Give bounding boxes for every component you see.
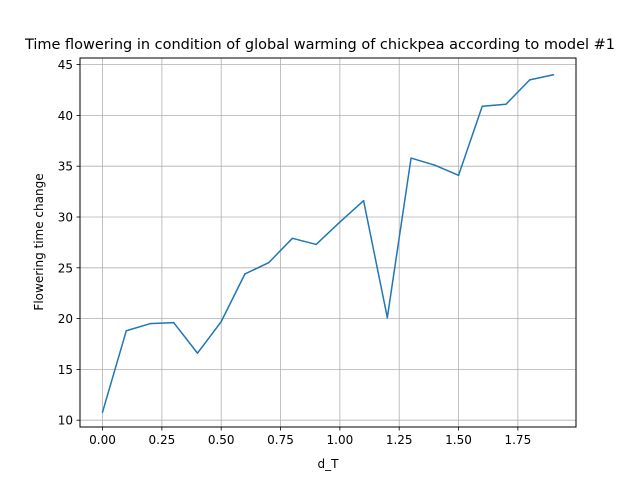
series-line	[101, 74, 554, 413]
x-tick-label: 1.50	[445, 433, 472, 447]
data-point	[244, 273, 246, 275]
x-tick-label: 1.25	[386, 433, 413, 447]
data-point	[220, 320, 222, 323]
data-point	[267, 261, 270, 264]
data-point	[410, 157, 412, 159]
y-tick-label: 10	[58, 414, 73, 428]
x-tick-label: 1.00	[327, 433, 354, 447]
x-tick-label: 0.50	[208, 433, 235, 447]
series-group	[101, 74, 555, 413]
y-tick-label: 40	[58, 109, 73, 123]
data-point	[528, 79, 531, 81]
y-tick-label: 15	[58, 363, 73, 377]
x-axis: 0.00 0.25 0.50 0.75 1.00 1.25 1.50 1.75	[89, 427, 531, 447]
y-axis-label: Flowering time change	[32, 173, 46, 310]
y-tick-label: 20	[58, 312, 73, 326]
data-point	[291, 237, 294, 240]
data-point	[315, 243, 317, 246]
y-tick-label: 30	[58, 210, 73, 224]
x-tick-label: 0.25	[149, 433, 176, 447]
data-point	[101, 411, 104, 413]
x-axis-label: d_T	[318, 457, 340, 471]
data-point	[196, 352, 199, 354]
x-tick-label: 1.75	[504, 433, 531, 447]
data-point	[172, 321, 175, 324]
y-tick-label: 35	[58, 160, 73, 174]
data-point	[362, 199, 365, 202]
data-point	[125, 330, 128, 332]
x-tick-label: 0.00	[89, 433, 116, 447]
x-tick-label: 0.75	[267, 433, 294, 447]
y-tick-label: 45	[58, 58, 73, 72]
y-axis: 10 15 20 25 30 35 40 45	[58, 58, 80, 428]
data-point	[505, 103, 507, 105]
grid	[80, 58, 576, 427]
chart-title: Time flowering in condition of global wa…	[24, 37, 615, 53]
data-point	[552, 74, 555, 76]
data-point	[386, 316, 389, 319]
data-point	[339, 221, 341, 223]
data-point	[457, 174, 460, 177]
plot-frame	[79, 57, 577, 428]
data-point	[481, 105, 484, 108]
y-tick-label: 25	[58, 261, 73, 275]
data-point	[149, 322, 151, 325]
data-point	[434, 164, 436, 166]
